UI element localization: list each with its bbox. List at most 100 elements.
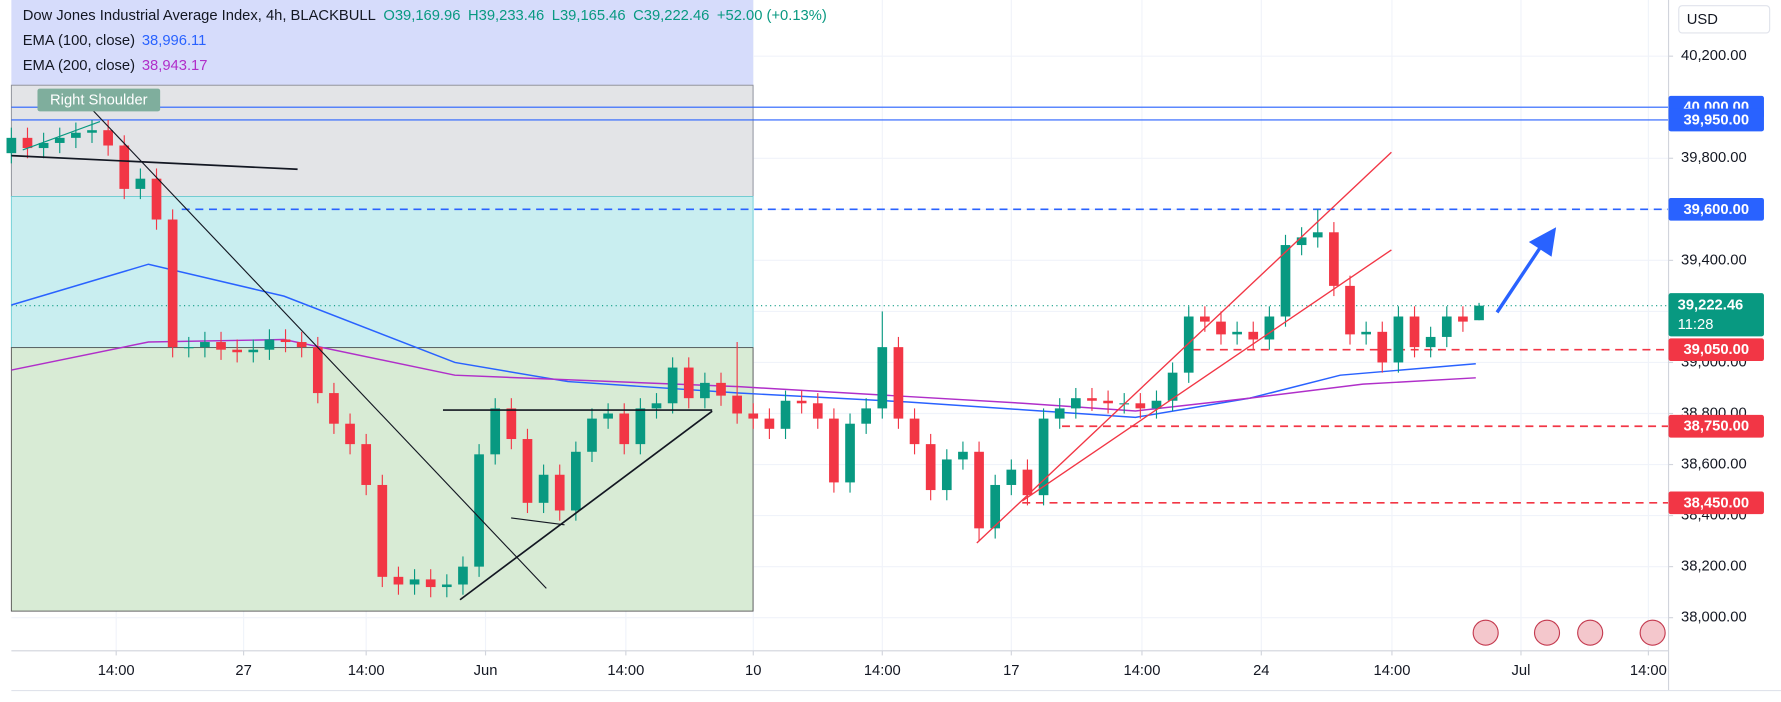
candle-body — [732, 395, 742, 414]
axes: 38,000.0038,200.0038,400.0038,600.0038,8… — [98, 48, 1764, 679]
candle-body — [780, 400, 791, 429]
candle-body — [1409, 316, 1420, 348]
y-tick-label: 40,200.00 — [1681, 48, 1747, 64]
countdown: 11:28 — [1678, 317, 1714, 333]
ema-line — [11, 263, 1476, 419]
candle-body — [700, 382, 710, 399]
candle-body — [538, 474, 549, 503]
candle-body — [441, 584, 452, 588]
level-label: 39,050.00 — [1683, 342, 1749, 358]
x-tick-label: 14:00 — [864, 663, 901, 679]
x-tick-label: 10 — [745, 663, 761, 679]
support-line — [459, 410, 713, 601]
candle-body — [1022, 469, 1033, 496]
candle-body — [1248, 331, 1259, 340]
legend-entry[interactable]: EMA (100, close) 38,996.11 — [23, 33, 207, 49]
candle-body — [458, 566, 468, 585]
level-label-box — [1668, 338, 1764, 362]
legend-value: 38,943.17 — [142, 58, 208, 74]
candle-body — [87, 130, 97, 133]
x-tick-label: Jul — [1512, 663, 1531, 679]
candle-body — [974, 451, 984, 529]
candle-body — [1280, 245, 1291, 317]
candle-body — [1264, 316, 1275, 340]
candle-body — [103, 130, 113, 146]
ohlc-close: C39,222.46 — [633, 8, 709, 24]
event-flag[interactable] — [1533, 619, 1561, 646]
neckline — [11, 154, 298, 171]
legend-entry[interactable]: EMA (200, close) 38,943.17 — [23, 58, 208, 74]
candle-body — [1200, 316, 1210, 322]
candle-body — [1361, 331, 1371, 335]
support-line — [511, 517, 565, 526]
legend: EMA (100, close) 38,996.11 EMA (200, close… — [23, 33, 208, 74]
candle-body — [958, 451, 968, 460]
candle-body — [941, 459, 952, 491]
zone-header — [11, 0, 754, 86]
candle-body — [990, 484, 1001, 529]
x-tick-label: Jun — [474, 663, 498, 679]
candle-body — [587, 418, 597, 452]
x-tick-label: 27 — [235, 663, 251, 679]
channel-line — [976, 151, 1392, 544]
candle-body — [474, 454, 484, 567]
candle-body — [264, 339, 275, 350]
candle-body — [764, 418, 775, 429]
drawings — [11, 101, 1557, 601]
arrow — [1495, 243, 1544, 314]
level-label: 39,600.00 — [1683, 202, 1749, 218]
candle-body — [1103, 400, 1113, 404]
level-label: 38,750.00 — [1683, 419, 1749, 435]
y-tick-label: 38,200.00 — [1681, 559, 1747, 575]
trend-line — [22, 121, 101, 151]
candle-body — [135, 178, 146, 189]
x-tick-label: 14:00 — [348, 663, 385, 679]
candle-body — [409, 579, 420, 585]
candle-body — [1345, 285, 1355, 335]
candle-body — [667, 367, 678, 404]
candle-body — [877, 347, 888, 409]
candle-body — [1377, 331, 1388, 363]
candles — [6, 119, 1484, 598]
last-price-box — [1668, 293, 1764, 337]
candle-body — [812, 403, 823, 419]
candle-body — [490, 408, 501, 455]
candle-body — [651, 403, 662, 409]
level-label-box — [1668, 108, 1764, 132]
ohlc-high: H39,233.46 — [468, 8, 544, 24]
candle-body — [216, 342, 226, 350]
event-flag[interactable] — [1639, 619, 1666, 646]
x-tick-label: 14:00 — [1630, 663, 1667, 679]
x-tick-label: 14:00 — [1123, 663, 1160, 679]
candle-body — [909, 418, 920, 445]
candle-body — [1216, 321, 1226, 335]
candle-body — [1038, 418, 1049, 496]
event-flag[interactable] — [1577, 619, 1604, 646]
candle-body — [1183, 316, 1194, 373]
candle-body — [1458, 316, 1468, 322]
candle-body — [683, 367, 694, 399]
candle-body — [829, 418, 839, 483]
candle-body — [54, 137, 65, 143]
event-flag[interactable] — [1472, 619, 1499, 646]
candle-body — [571, 451, 581, 511]
level-label: 39,950.00 — [1683, 112, 1749, 128]
level-label: 38,450.00 — [1683, 495, 1749, 511]
candle-body — [1167, 372, 1178, 401]
candle-body — [119, 145, 130, 189]
currency-box[interactable] — [1678, 5, 1771, 34]
zone-cyan — [10, 196, 754, 349]
candle-body — [296, 342, 307, 348]
annotation-box — [37, 88, 161, 112]
y-tick-label: 39,400.00 — [1681, 252, 1747, 268]
currency: USD — [1687, 12, 1718, 28]
candle-body — [200, 342, 210, 348]
x-tick-label: 14:00 — [98, 663, 135, 679]
candle-body — [1441, 316, 1452, 337]
candle-body — [6, 137, 17, 154]
ohlc-open: O39,169.96 — [383, 8, 460, 24]
candle-body — [38, 142, 49, 149]
candle-body — [845, 423, 855, 483]
x-tick-label: 24 — [1253, 663, 1269, 679]
